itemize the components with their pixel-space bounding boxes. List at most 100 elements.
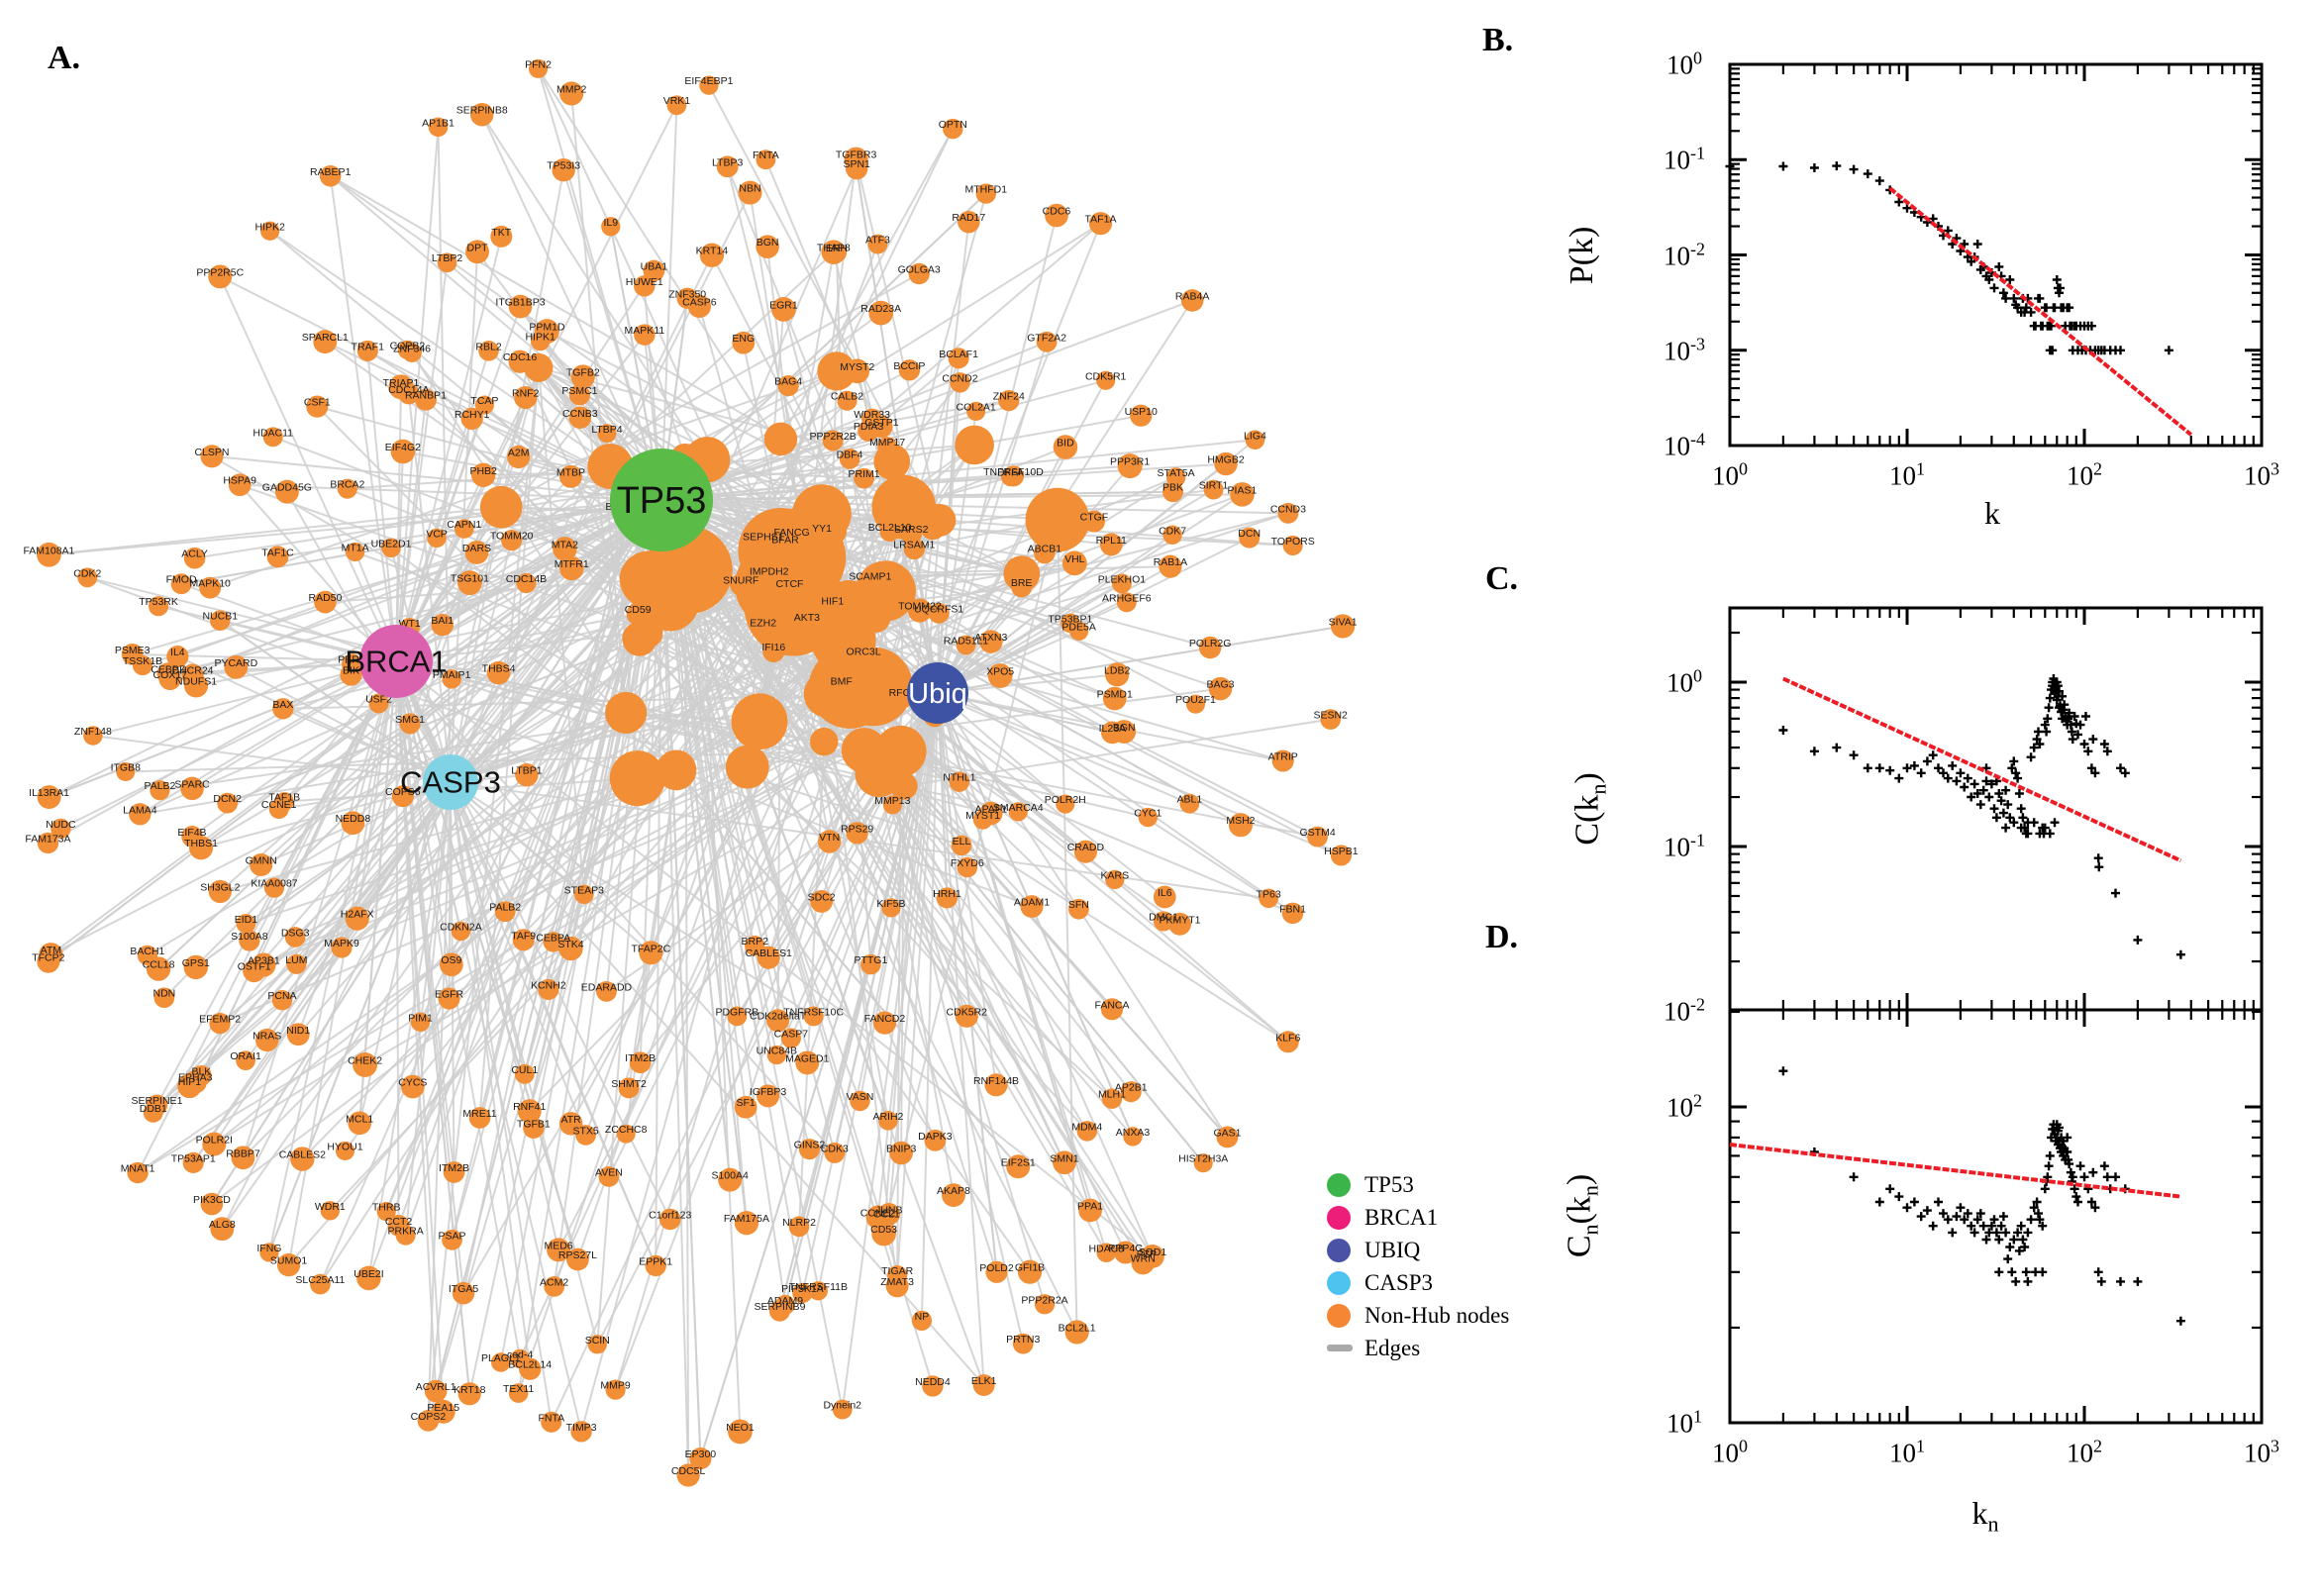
svg-text:RPS27L: RPS27L [558,1249,597,1261]
svg-text:PPP4C: PPP4C [1108,1243,1143,1254]
y-axis-label-B: P(k) [1564,226,1600,285]
svg-text:GSTM4: GSTM4 [1299,827,1335,839]
svg-text:DHCR24: DHCR24 [172,665,214,677]
svg-text:POLR2G: POLR2G [1189,638,1232,649]
svg-text:EID1: EID1 [235,914,258,926]
svg-text:KARS: KARS [1101,869,1130,881]
svg-text:FANCD2: FANCD2 [864,1013,906,1025]
svg-text:FAM108A1: FAM108A1 [23,545,74,556]
svg-text:PRKRA: PRKRA [388,1226,424,1238]
svg-text:THAP8: THAP8 [817,243,851,254]
svg-text:COPS2: COPS2 [411,1411,447,1423]
svg-text:UBA1: UBA1 [641,260,668,272]
svg-text:MTFR1: MTFR1 [555,558,589,570]
svg-text:PMAIP1: PMAIP1 [433,669,471,681]
svg-text:MYST2: MYST2 [840,361,874,373]
fit-line-D [1729,1143,2181,1199]
svg-text:LRSAM1: LRSAM1 [893,540,935,551]
svg-text:BRCA2: BRCA2 [330,479,364,491]
svg-text:KCNH2: KCNH2 [531,979,566,991]
fit-line-C [1782,676,2182,863]
svg-text:CSF1: CSF1 [304,397,331,409]
svg-text:CTGF: CTGF [1080,512,1109,524]
legend-item-casp3: CASP3 [1327,1266,1624,1299]
svg-text:POLR2H: POLR2H [1045,794,1086,806]
svg-text:MMP17: MMP17 [869,437,905,449]
hub-label-tp53: TP53 [617,480,707,522]
svg-text:POLR2I: POLR2I [196,1135,233,1147]
svg-text:IMPDH2: IMPDH2 [750,566,789,578]
svg-text:GOLGA3: GOLGA3 [898,264,941,276]
svg-text:ANXA3: ANXA3 [1116,1127,1151,1139]
panel-label-b: B. [1482,22,1514,58]
svg-text:PIK3CD: PIK3CD [193,1194,231,1206]
svg-text:MTBP: MTBP [556,466,585,478]
legend-label: TP53 [1364,1171,1414,1197]
legend-label: Edges [1364,1335,1421,1360]
svg-text:SPARC: SPARC [174,778,210,790]
svg-text:ERH: ERH [826,243,848,254]
svg-text:TAF1A: TAF1A [1085,214,1117,226]
svg-text:NDUFS1: NDUFS1 [175,675,217,687]
svg-text:SIVA1: SIVA1 [1329,616,1358,628]
hub-label-casp3: CASP3 [400,765,501,800]
svg-text:PPP2R5C: PPP2R5C [196,266,244,278]
svg-text:EFEMP2: EFEMP2 [199,1014,241,1026]
y-tick-label-D: 101 [1666,1406,1702,1439]
x-axis-label-B: k [1984,495,2000,531]
svg-text:ELL: ELL [953,836,971,848]
svg-text:EIF4B: EIF4B [177,827,206,839]
axis-ticks [1728,62,2264,448]
svg-text:SMG1: SMG1 [395,714,425,726]
svg-text:NBN: NBN [739,183,760,195]
svg-text:BLK: BLK [191,1065,211,1077]
scatter-points-C [1778,674,2185,959]
svg-text:CDK2: CDK2 [73,567,101,579]
legend-dot-icon [1327,1172,1351,1197]
svg-text:MT1A: MT1A [342,543,369,554]
svg-text:TSG101: TSG101 [451,573,489,585]
legend-item-tp53: TP53 [1327,1168,1624,1201]
svg-text:LDB2: LDB2 [1104,664,1130,676]
svg-text:ARHGEF6: ARHGEF6 [1102,592,1152,604]
legend-item-non-hub-nodes: Non-Hub nodes [1327,1299,1624,1332]
svg-text:ELK1: ELK1 [971,1375,997,1387]
svg-text:TEX11: TEX11 [503,1383,534,1395]
y-axis-label-C: C(kn) [1568,772,1611,846]
svg-text:PCNA: PCNA [267,990,296,1002]
svg-text:LUM: LUM [285,954,307,966]
svg-text:LTBP3: LTBP3 [712,156,743,168]
svg-text:H2AFX: H2AFX [341,909,374,921]
svg-text:CCT2: CCT2 [385,1216,413,1228]
svg-text:BNIP3: BNIP3 [886,1143,917,1154]
svg-text:VHL: VHL [1064,553,1085,565]
svg-text:DMC1: DMC1 [1149,911,1178,923]
svg-text:CDK5R1: CDK5R1 [1085,370,1127,382]
svg-text:ITGA5: ITGA5 [449,1283,479,1295]
svg-text:RAB4A: RAB4A [1175,290,1209,302]
svg-text:GINS2: GINS2 [794,1140,826,1151]
svg-text:CHEK2: CHEK2 [348,1054,382,1066]
hub-label-brca1: BRCA1 [345,645,447,679]
svg-text:BID: BID [1057,438,1074,449]
svg-text:ITGB8: ITGB8 [111,761,142,773]
svg-text:NUCB1: NUCB1 [202,611,238,623]
svg-text:SHMT2: SHMT2 [611,1078,647,1090]
svg-text:RBBP7: RBBP7 [226,1147,260,1159]
svg-text:MED6: MED6 [544,1240,572,1251]
svg-text:ZNF24: ZNF24 [993,391,1025,403]
svg-text:DAPK3: DAPK3 [918,1131,953,1143]
svg-text:DARS: DARS [462,543,491,554]
svg-text:TKT: TKT [491,227,511,239]
svg-text:AKT3: AKT3 [794,612,820,624]
svg-text:CDC14B: CDC14B [506,573,547,585]
svg-text:JUNB: JUNB [875,1204,902,1216]
svg-text:ALG8: ALG8 [209,1219,236,1231]
svg-text:UBE2D1: UBE2D1 [371,538,412,549]
svg-text:C1orf123: C1orf123 [649,1209,691,1221]
svg-text:PKMYT1: PKMYT1 [1160,914,1201,926]
panel-label-d: D. [1485,919,1519,955]
svg-text:NEDD8: NEDD8 [336,813,371,825]
svg-text:IL23A: IL23A [1099,723,1126,735]
svg-text:WDR1: WDR1 [315,1201,346,1213]
